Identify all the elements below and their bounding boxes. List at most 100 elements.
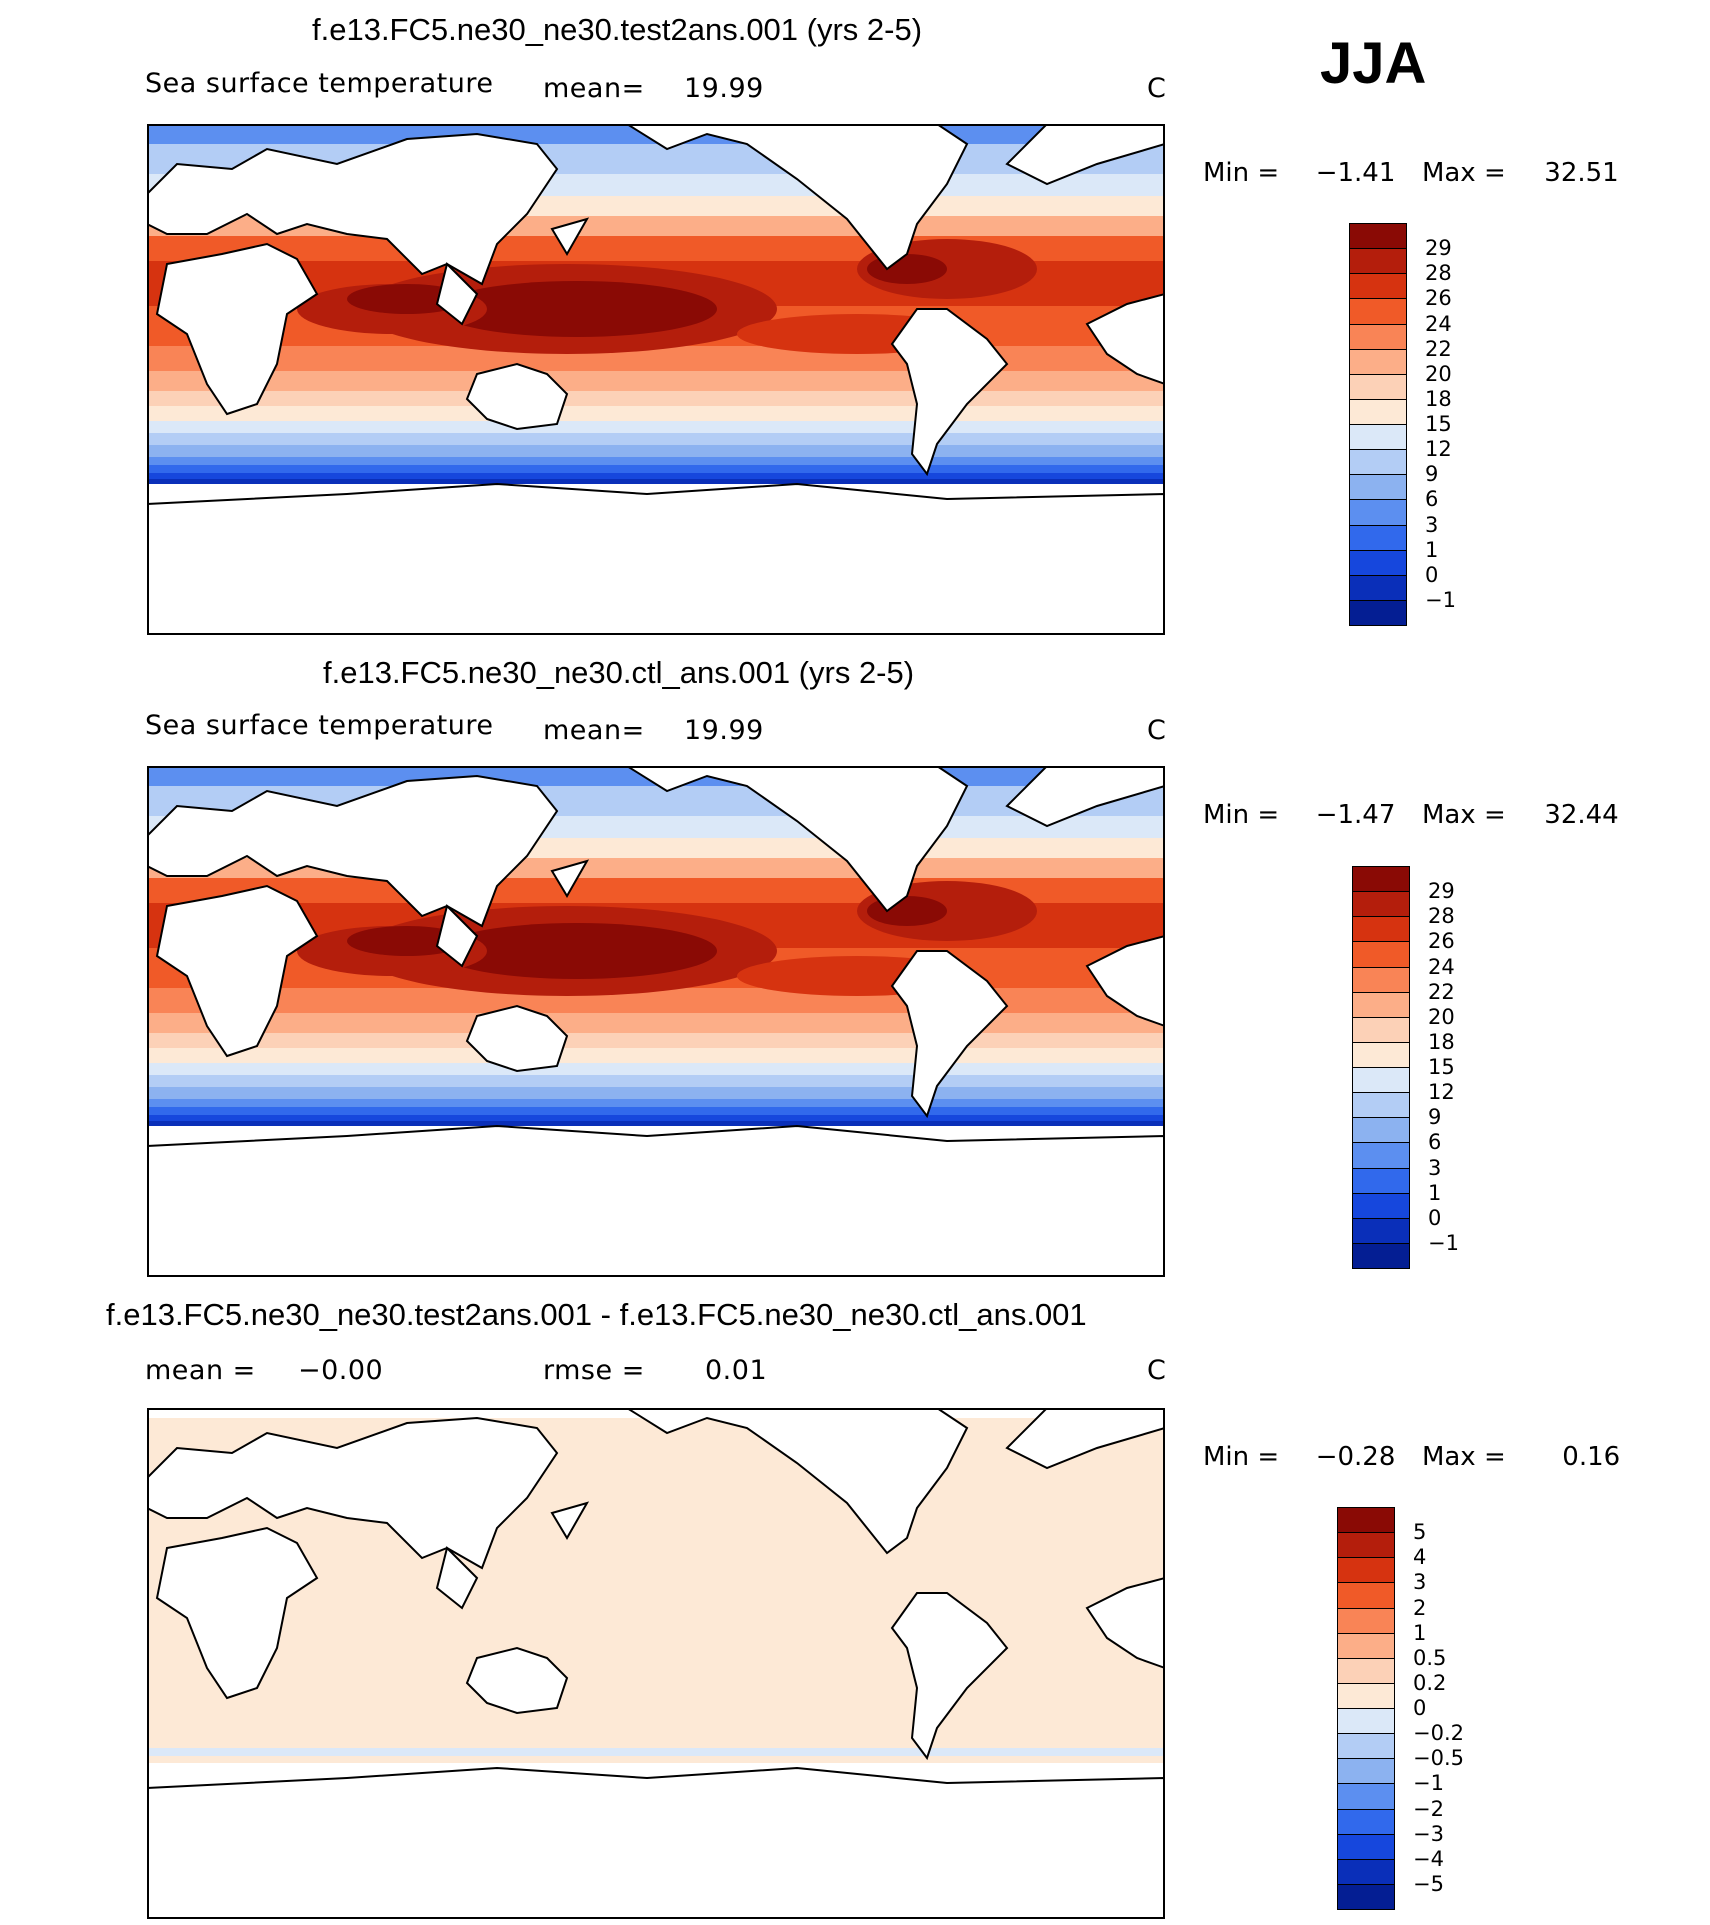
- mean-label: mean =: [145, 1355, 256, 1386]
- sst-map-test: [147, 124, 1165, 635]
- mean-label: mean=: [543, 715, 645, 746]
- colorbar-segment: [1352, 1242, 1410, 1269]
- units-label: C: [1147, 73, 1167, 104]
- min-label: Min =: [1203, 1442, 1280, 1472]
- colorbar-segment: [1337, 1557, 1395, 1584]
- colorbar-segment: [1337, 1582, 1395, 1609]
- colorbar-tick-label: 15: [1428, 1055, 1455, 1079]
- colorbar-tick-label: −0.5: [1413, 1746, 1464, 1771]
- colorbar-segment: [1337, 1733, 1395, 1760]
- colorbar-segment: [1349, 373, 1407, 400]
- variable-label: Sea surface temperature: [145, 68, 494, 99]
- colorbar-segment: [1349, 248, 1407, 275]
- colorbar-tick-label: 6: [1425, 487, 1439, 512]
- colorbar-segment: [1337, 1808, 1395, 1835]
- colorbar-segment: [1337, 1607, 1395, 1634]
- colorbar-segment: [1337, 1758, 1395, 1785]
- colorbar-segment: [1349, 449, 1407, 476]
- colorbar-segment: [1337, 1657, 1395, 1684]
- variable-label: Sea surface temperature: [145, 710, 494, 741]
- colorbar-tick-label: −4: [1413, 1846, 1444, 1871]
- max-label: Max =: [1421, 1442, 1506, 1472]
- colorbar-segment: [1349, 549, 1407, 576]
- colorbar-segment: [1349, 574, 1407, 601]
- colorbar-tick-label: 26: [1428, 929, 1455, 954]
- colorbar-tick-label: −5: [1413, 1871, 1444, 1896]
- season-label: JJA: [1320, 31, 1427, 96]
- colorbar-test: [1349, 223, 1409, 626]
- colorbar-tick-label: 28: [1425, 261, 1452, 286]
- colorbar-tick-label: −0.2: [1413, 1721, 1464, 1746]
- colorbar-segment: [1349, 524, 1407, 551]
- colorbar-segment: [1349, 323, 1407, 350]
- colorbar-tick-label: 4: [1413, 1545, 1427, 1570]
- colorbar-tick-label: 1: [1413, 1620, 1427, 1645]
- colorbar-labels-test: 29 28 26 24 22 20 18 15 12 9 6 3 1 0 −1: [1425, 235, 1505, 615]
- colorbar-segment: [1349, 474, 1407, 501]
- colorbar-segment: [1352, 941, 1410, 968]
- colorbar-segment: [1337, 1708, 1395, 1735]
- colorbar-segment: [1352, 1117, 1410, 1144]
- colorbar-segment: [1349, 424, 1407, 451]
- colorbar-tick-label: 22: [1425, 336, 1452, 361]
- colorbar-segment: [1349, 348, 1407, 375]
- colorbar-tick-label: 0: [1425, 562, 1439, 587]
- colorbar-difference: [1337, 1507, 1397, 1910]
- colorbar-tick-label: 0: [1413, 1696, 1427, 1720]
- colorbar-tick-label: 1: [1428, 1180, 1442, 1205]
- colorbar-tick-label: −2: [1413, 1796, 1444, 1821]
- colorbar-segment: [1352, 1142, 1410, 1169]
- colorbar-tick-label: 29: [1425, 236, 1452, 261]
- colorbar-segment: [1337, 1632, 1395, 1659]
- max-label: Max =: [1421, 800, 1506, 830]
- colorbar-segment: [1349, 298, 1407, 325]
- colorbar-segment: [1352, 916, 1410, 943]
- min-label: Min =: [1203, 158, 1280, 188]
- max-label: Max =: [1421, 158, 1506, 188]
- panel-title: f.e13.FC5.ne30_ne30.ctl_ans.001 (yrs 2-5…: [323, 655, 915, 690]
- colorbar-tick-label: −1: [1428, 1230, 1459, 1255]
- colorbar-tick-label: 29: [1428, 879, 1455, 904]
- colorbar-segment: [1352, 966, 1410, 993]
- colorbar-tick-label: 6: [1428, 1130, 1442, 1155]
- colorbar-segment: [1352, 1192, 1410, 1219]
- mean-label: mean=: [543, 73, 645, 104]
- colorbar-labels-difference: 5 4 3 2 1 0.5 0.2 0 −0.2 −0.5 −1 −2 −3 −4 −5: [1413, 1519, 1503, 1899]
- colorbar-tick-label: 22: [1428, 979, 1455, 1004]
- min-value: −1.47: [1315, 800, 1396, 830]
- colorbar-tick-label: 20: [1425, 361, 1452, 386]
- colorbar-tick-label: −3: [1413, 1821, 1444, 1846]
- colorbar-tick-label: 3: [1428, 1155, 1442, 1180]
- panel-title: f.e13.FC5.ne30_ne30.test2ans.001 - f.e13…: [106, 1297, 1087, 1332]
- mean-value: −0.00: [298, 1355, 384, 1386]
- colorbar-segment: [1337, 1507, 1395, 1534]
- colorbar-segment: [1352, 1041, 1410, 1068]
- colorbar-segment: [1349, 398, 1407, 425]
- rmse-value: 0.01: [705, 1355, 768, 1386]
- colorbar-segment: [1337, 1858, 1395, 1885]
- colorbar-segment: [1349, 273, 1407, 300]
- colorbar-segment: [1349, 599, 1407, 626]
- colorbar-tick-label: 24: [1428, 954, 1455, 979]
- colorbar-tick-label: 9: [1425, 462, 1439, 487]
- colorbar-tick-label: −1: [1425, 587, 1456, 612]
- colorbar-segment: [1349, 223, 1407, 250]
- continents: [147, 124, 1165, 635]
- max-value: 0.16: [1562, 1442, 1621, 1472]
- colorbar-tick-label: 0.5: [1413, 1645, 1447, 1670]
- colorbar-tick-label: 0.2: [1413, 1670, 1447, 1695]
- colorbar-tick-label: 15: [1425, 412, 1452, 436]
- colorbar-segment: [1337, 1883, 1395, 1910]
- colorbar-tick-label: 5: [1413, 1520, 1427, 1545]
- colorbar-segment: [1352, 866, 1410, 893]
- sst-difference-map: [147, 1408, 1165, 1919]
- colorbar-segment: [1337, 1783, 1395, 1810]
- colorbar-segment: [1349, 499, 1407, 526]
- colorbar-segment: [1337, 1532, 1395, 1559]
- min-label: Min =: [1203, 800, 1280, 830]
- min-value: −0.28: [1315, 1442, 1396, 1472]
- colorbar-labels-control: 29 28 26 24 22 20 18 15 12 9 6 3 1 0 −1: [1428, 878, 1508, 1258]
- mean-value: 19.99: [684, 715, 764, 746]
- colorbar-segment: [1352, 1217, 1410, 1244]
- colorbar-tick-label: 3: [1413, 1570, 1427, 1595]
